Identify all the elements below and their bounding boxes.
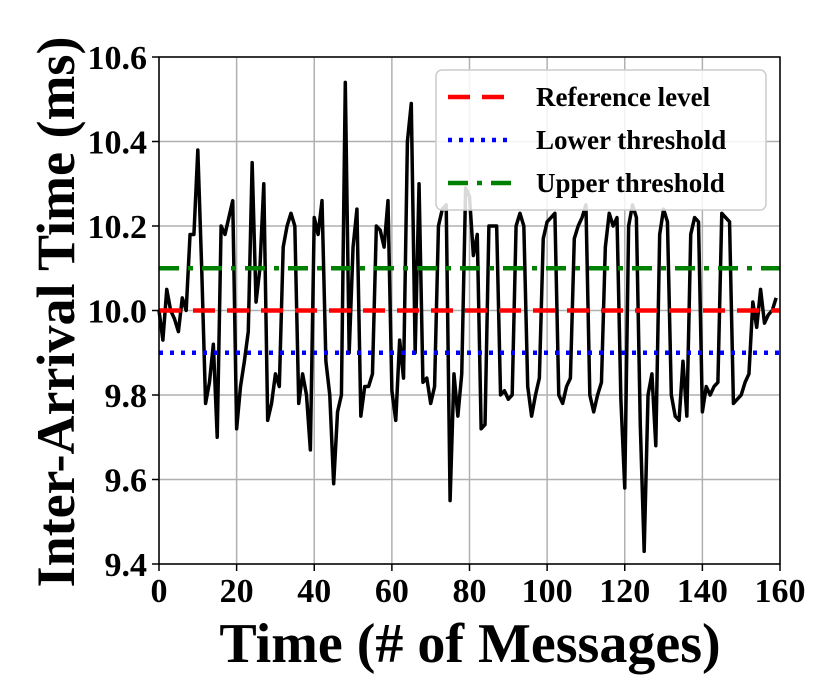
legend-label: Lower threshold xyxy=(536,125,726,155)
x-tick-label: 60 xyxy=(375,573,409,610)
x-axis-title: Time (# of Messages) xyxy=(219,613,720,675)
y-tick-label: 10.2 xyxy=(88,209,148,246)
y-tick-label: 10.0 xyxy=(88,294,148,331)
y-tick-label: 9.4 xyxy=(105,547,148,584)
x-tick-label: 80 xyxy=(453,573,487,610)
x-tick-label: 160 xyxy=(755,573,806,610)
y-tick-label: 10.6 xyxy=(88,40,148,77)
legend-box xyxy=(435,69,767,211)
y-tick-label: 9.6 xyxy=(105,463,148,500)
x-tick-label: 20 xyxy=(220,573,254,610)
legend-label: Upper threshold xyxy=(536,168,725,198)
ticks: 0 20 40 60 80 100 120 140 160 9.4 9.6 9.8 10.0 10.2 10… xyxy=(88,40,806,610)
legend: Reference level Lower threshold Upper thre… xyxy=(435,69,767,211)
x-tick-label: 40 xyxy=(297,573,331,610)
y-axis-title: Inter-Arrival Time (ms) xyxy=(26,37,86,588)
y-tick-label: 9.8 xyxy=(105,378,148,415)
x-tick-label: 140 xyxy=(677,573,728,610)
y-tick-label: 10.4 xyxy=(88,125,148,162)
legend-label: Reference level xyxy=(536,82,711,112)
x-tick-label: 0 xyxy=(151,573,168,610)
x-tick-label: 100 xyxy=(522,573,573,610)
x-tick-label: 120 xyxy=(599,573,650,610)
